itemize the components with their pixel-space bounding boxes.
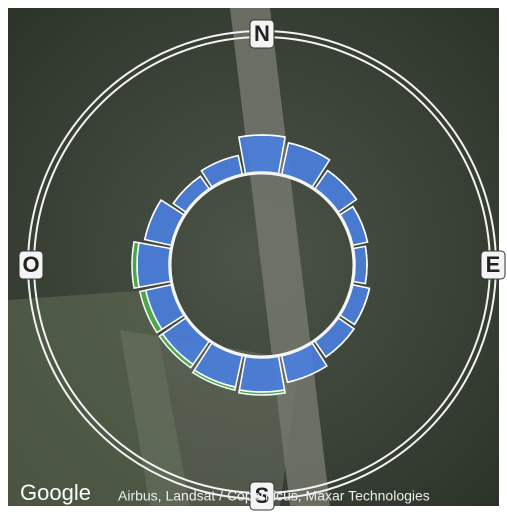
attribution: Airbus, Landsat / Copernicus, Maxar Tech… bbox=[118, 488, 430, 504]
sector-bar bbox=[158, 332, 195, 369]
sector-bar bbox=[325, 328, 355, 358]
fields bbox=[8, 290, 190, 506]
compass-label-box bbox=[18, 250, 44, 280]
sector-bar bbox=[353, 288, 371, 325]
compass-label-box bbox=[249, 19, 275, 49]
sector-bar bbox=[201, 154, 239, 172]
compass-label-box bbox=[480, 250, 506, 280]
google-logo: Google bbox=[20, 480, 91, 505]
sector-bar bbox=[172, 175, 201, 204]
inner-ring bbox=[168, 171, 356, 359]
sector-bar bbox=[238, 355, 286, 393]
sector-bar bbox=[138, 289, 163, 334]
compass-label: S bbox=[255, 483, 270, 508]
compass-label: N bbox=[254, 21, 270, 46]
sector-bar bbox=[364, 246, 368, 284]
sector-bar bbox=[131, 240, 140, 290]
sector-bar bbox=[327, 169, 358, 200]
compass-label: E bbox=[486, 252, 501, 277]
sector-bar bbox=[352, 245, 368, 285]
sector-bar bbox=[136, 241, 172, 289]
compass-label-box bbox=[249, 481, 275, 511]
compass-labels: N E S O bbox=[18, 19, 506, 511]
compass-label: O bbox=[22, 252, 39, 277]
sector-bar bbox=[143, 199, 162, 240]
sector-bar bbox=[237, 134, 287, 175]
sector-bar bbox=[237, 389, 287, 396]
runway bbox=[230, 8, 330, 506]
sector-bar bbox=[191, 369, 237, 391]
